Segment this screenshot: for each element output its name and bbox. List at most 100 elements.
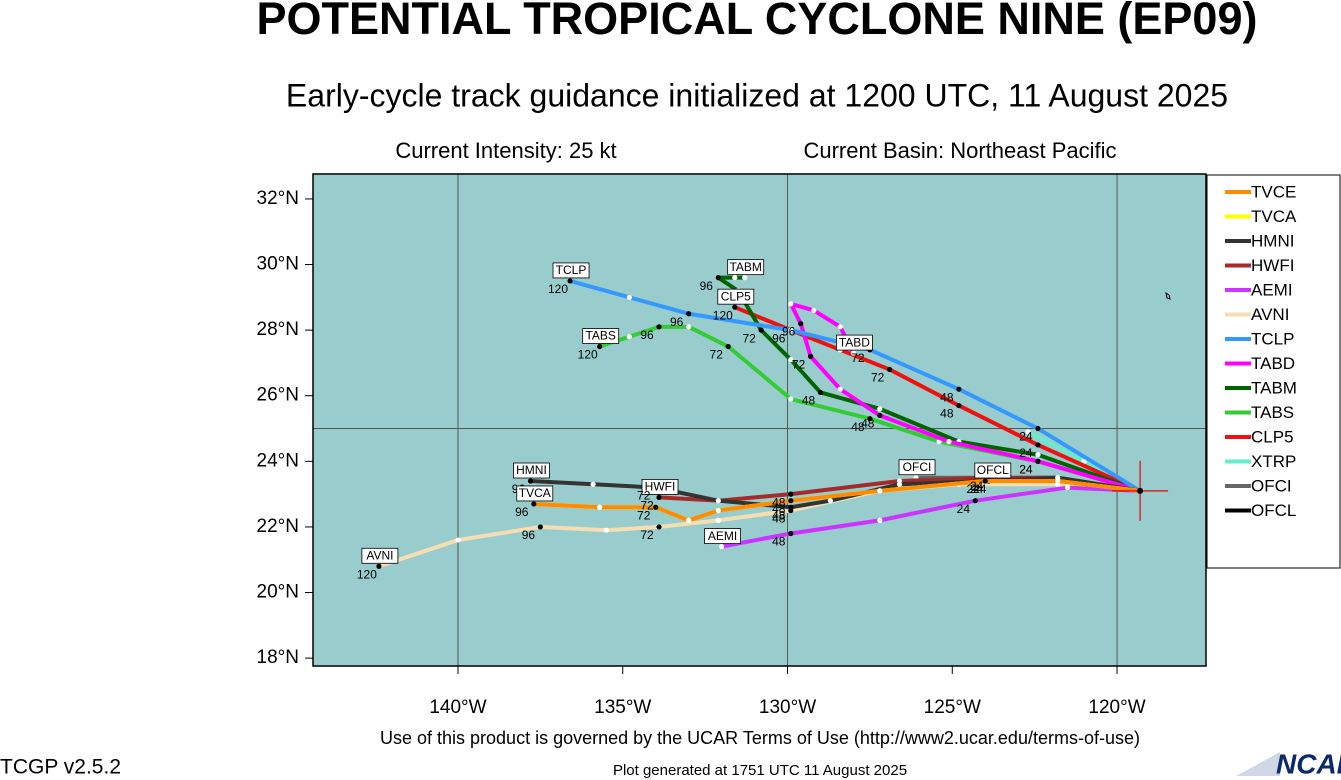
hour-label: 72 [637,508,651,522]
hour-label: 96 [700,279,714,293]
track-point [686,311,692,317]
hour-label: 24 [1019,446,1033,460]
end-label-text: AEMI [708,529,737,543]
track-point [896,481,903,487]
track-point [788,357,794,363]
hour-label: 96 [515,505,529,519]
hour-label: 120 [713,308,733,322]
track-point [656,524,662,530]
track-point [788,504,794,510]
track-line [721,485,1141,549]
end-label: TCLP [552,262,590,279]
hour-label: 96 [522,528,536,542]
track-point [1035,442,1041,448]
track-point [597,343,603,350]
end-label: TABS [582,328,620,344]
track-point [788,491,794,497]
hour-label: 48 [772,495,786,509]
logo-mark [1236,752,1280,776]
track-point [788,396,794,402]
track-point [715,517,721,523]
track-point [1025,429,1031,435]
end-label-text: TCLP [556,263,587,277]
track-point [887,366,893,373]
hour-label: 48 [772,508,786,522]
track-line [569,279,1142,493]
track-point [732,304,738,310]
hour-label: 72 [851,351,865,365]
legend-label: TABM [1251,378,1297,397]
legend-label: HMNI [1251,231,1294,250]
hour-label: 24 [1019,462,1033,476]
end-label-box [552,262,590,279]
hour-label: 72 [792,358,806,372]
track-point [798,320,804,327]
track-point [656,494,662,501]
x-tick-label: 140°W [429,697,486,718]
y-tick-label: 20°N [257,582,299,603]
end-label-box [717,288,755,305]
hour-label: 48 [940,390,954,404]
hour-label: 48 [772,535,786,549]
track-point [956,402,962,409]
track-point [597,504,603,510]
track-point [788,301,794,307]
track-point [982,478,988,484]
end-label: TABM [727,259,765,276]
hour-label: 120 [578,348,598,362]
track-point [946,439,952,445]
track-point [956,386,962,392]
end-label: OFCI [898,459,936,476]
version: TCGP v2.5.2 [0,756,121,779]
hour-label: 24 [957,502,971,516]
track-point [877,412,883,419]
legend-label: OFCI [1251,476,1292,495]
end-label-box [727,259,765,276]
end-label-box [582,328,620,344]
y-tick-label: 28°N [257,319,299,340]
end-label-text: OFCI [903,460,932,474]
track-point [567,278,573,284]
end-label-text: HWFI [645,480,676,494]
legend-label: TCLP [1251,329,1294,348]
legend-label: OFCL [1251,501,1296,520]
end-label-text: TVCA [519,486,551,500]
track-point [742,275,748,281]
track-point [715,275,721,281]
x-tick-label: 125°W [924,697,981,718]
hour-label: 48 [851,420,865,434]
end-label-text: CLP5 [721,289,751,303]
track-point [626,294,632,300]
legend-label: AVNI [1251,305,1289,324]
track-point [656,324,662,330]
generated: Plot generated at 1751 UTC 11 August 202… [613,762,907,779]
track-point [807,353,814,359]
intensity: Current Intensity: 25 kt [395,138,616,163]
hour-label: 24 [967,482,981,496]
hour-label: 48 [940,407,954,421]
track-point [719,544,725,550]
storm-center [1137,487,1144,494]
track-point [653,504,659,510]
end-label-text: AVNI [366,548,393,562]
end-label-text: TABD [839,335,870,349]
hour-label: 96 [782,325,796,339]
legend-label: XTRP [1251,452,1296,471]
hour-label: 120 [548,282,568,296]
track-point [732,275,738,281]
track-point [686,324,692,330]
track-point [877,488,883,494]
y-tick-label: 32°N [257,188,299,209]
hour-label: 72 [637,489,651,503]
track-point [758,327,764,333]
hour-label: 24 [1019,430,1033,444]
end-label: AVNI [361,547,399,564]
track-point [877,517,883,523]
track-point [590,481,596,487]
track-point [1065,484,1071,491]
end-label-text: TABS [585,329,615,343]
basin: Current Basin: Northeast Pacific [803,138,1116,163]
end-label-text: TABM [729,260,761,274]
end-label-box [641,479,679,495]
hour-label: 96 [670,315,684,329]
